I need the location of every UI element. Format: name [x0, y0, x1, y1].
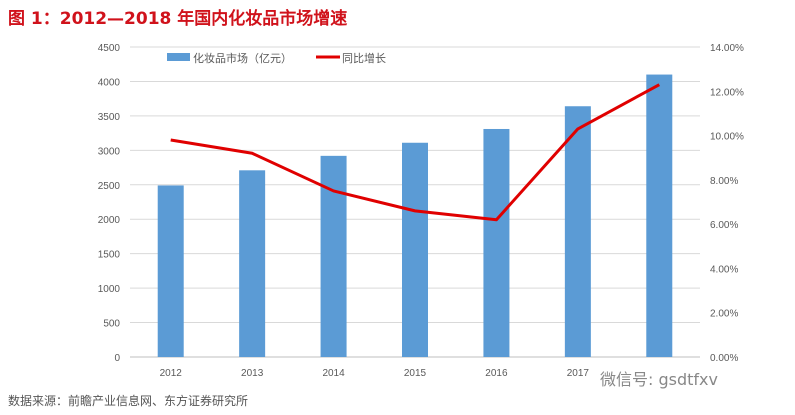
watermark: 微信号: gsdtfxv: [600, 370, 718, 389]
chart-title: 图 1：2012—2018 年国内化妆品市场增速: [8, 9, 348, 29]
bar: [483, 128, 510, 357]
x-tick-label: 2017: [567, 368, 590, 379]
x-tick-label: 2015: [404, 368, 427, 379]
legend-bar-label: 化妆品市场（亿元）: [193, 51, 292, 65]
y-left-tick-label: 500: [103, 319, 120, 330]
y-right-tick-label: 14.00%: [710, 43, 744, 54]
x-tick-label: 2014: [322, 368, 345, 379]
bar: [157, 185, 184, 357]
y-right-tick-label: 2.00%: [710, 309, 738, 320]
bar: [239, 170, 266, 357]
y-left-tick-label: 3500: [98, 112, 121, 123]
y-right-tick-label: 12.00%: [710, 87, 744, 98]
y-left-tick-label: 1500: [98, 250, 121, 261]
y-right-tick-label: 8.00%: [710, 176, 738, 187]
x-tick-label: 2012: [160, 368, 183, 379]
bar: [564, 106, 591, 357]
y-right-tick-label: 4.00%: [710, 264, 738, 275]
y-right-tick-label: 0.00%: [710, 353, 738, 364]
y-left-tick-label: 0: [114, 353, 120, 364]
x-tick-label: 2013: [241, 368, 264, 379]
bar: [402, 142, 428, 357]
x-tick-label: 2016: [485, 368, 508, 379]
y-left-tick-label: 2000: [98, 215, 121, 226]
y-left-tick-label: 3000: [98, 146, 121, 157]
bar: [646, 74, 673, 358]
source-note: 数据来源：前瞻产业信息网、东方证券研究所: [8, 394, 249, 408]
legend-bar-swatch: [167, 53, 190, 61]
y-left-tick-label: 2500: [98, 181, 121, 192]
y-right-tick-label: 10.00%: [710, 132, 744, 143]
y-right-tick-label: 6.00%: [710, 220, 738, 231]
legend-line-label: 同比增长: [342, 51, 386, 65]
y-left-tick-label: 1000: [98, 284, 121, 295]
y-left-tick-label: 4500: [98, 43, 121, 54]
y-left-tick-label: 4000: [98, 77, 121, 88]
